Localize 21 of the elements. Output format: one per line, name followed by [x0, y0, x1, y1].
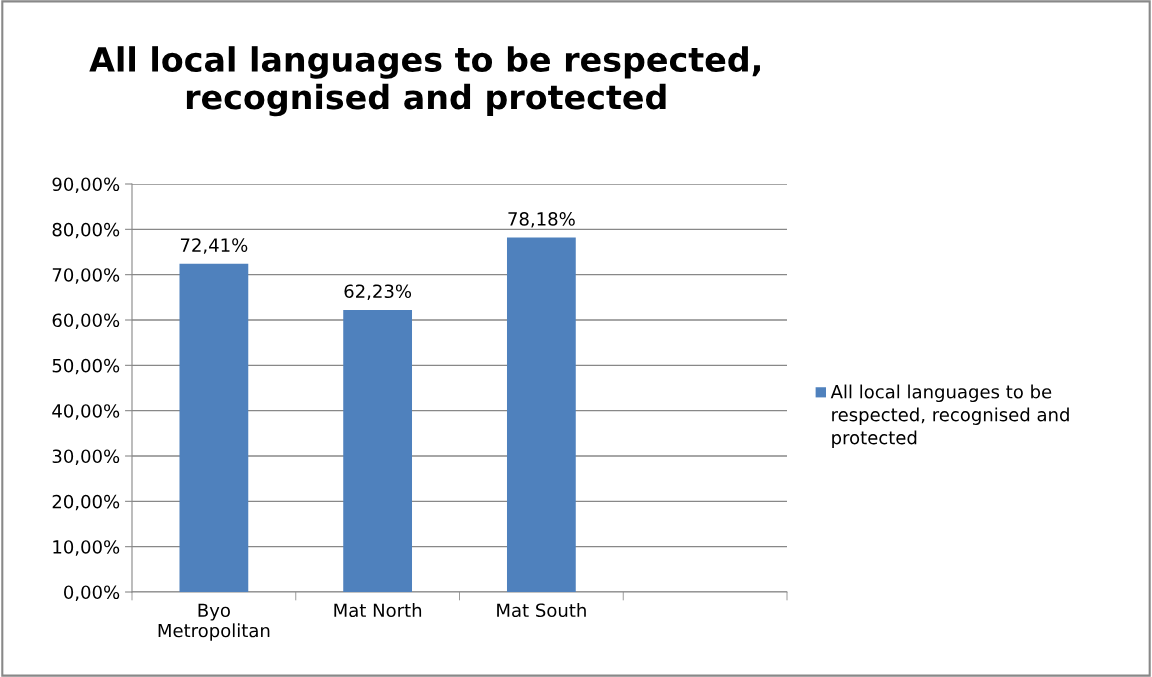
- x-tick-label: Byo Metropolitan: [158, 603, 270, 641]
- y-tick-label: 50,00%: [52, 358, 120, 375]
- y-tick-label: 90,00%: [52, 177, 120, 193]
- chart-title: All local languages to be respected, recognised and protected: [89, 46, 760, 117]
- y-tick-label: 40,00%: [52, 404, 120, 420]
- y-tick-label: 20,00%: [52, 494, 120, 511]
- x-tick-label: Mat South: [497, 603, 586, 618]
- bar: [343, 309, 413, 592]
- y-tick-label: 30,00%: [52, 449, 120, 465]
- data-label: 78,18%: [508, 212, 575, 228]
- bar: [179, 263, 249, 592]
- x-tick-label: Mat North: [334, 603, 422, 618]
- y-tick-label: 0,00%: [64, 585, 120, 601]
- y-tick-label: 10,00%: [53, 540, 120, 556]
- legend-label: All local languages to be respected, recognised and protected: [830, 384, 1069, 448]
- y-tick-label: 80,00%: [52, 222, 120, 239]
- bar: [506, 237, 576, 592]
- y-tick-label: 70,00%: [52, 268, 120, 284]
- y-tick-label: 60,00%: [52, 313, 120, 329]
- data-label: 72,41%: [180, 238, 248, 254]
- data-label: 62,23%: [344, 284, 412, 300]
